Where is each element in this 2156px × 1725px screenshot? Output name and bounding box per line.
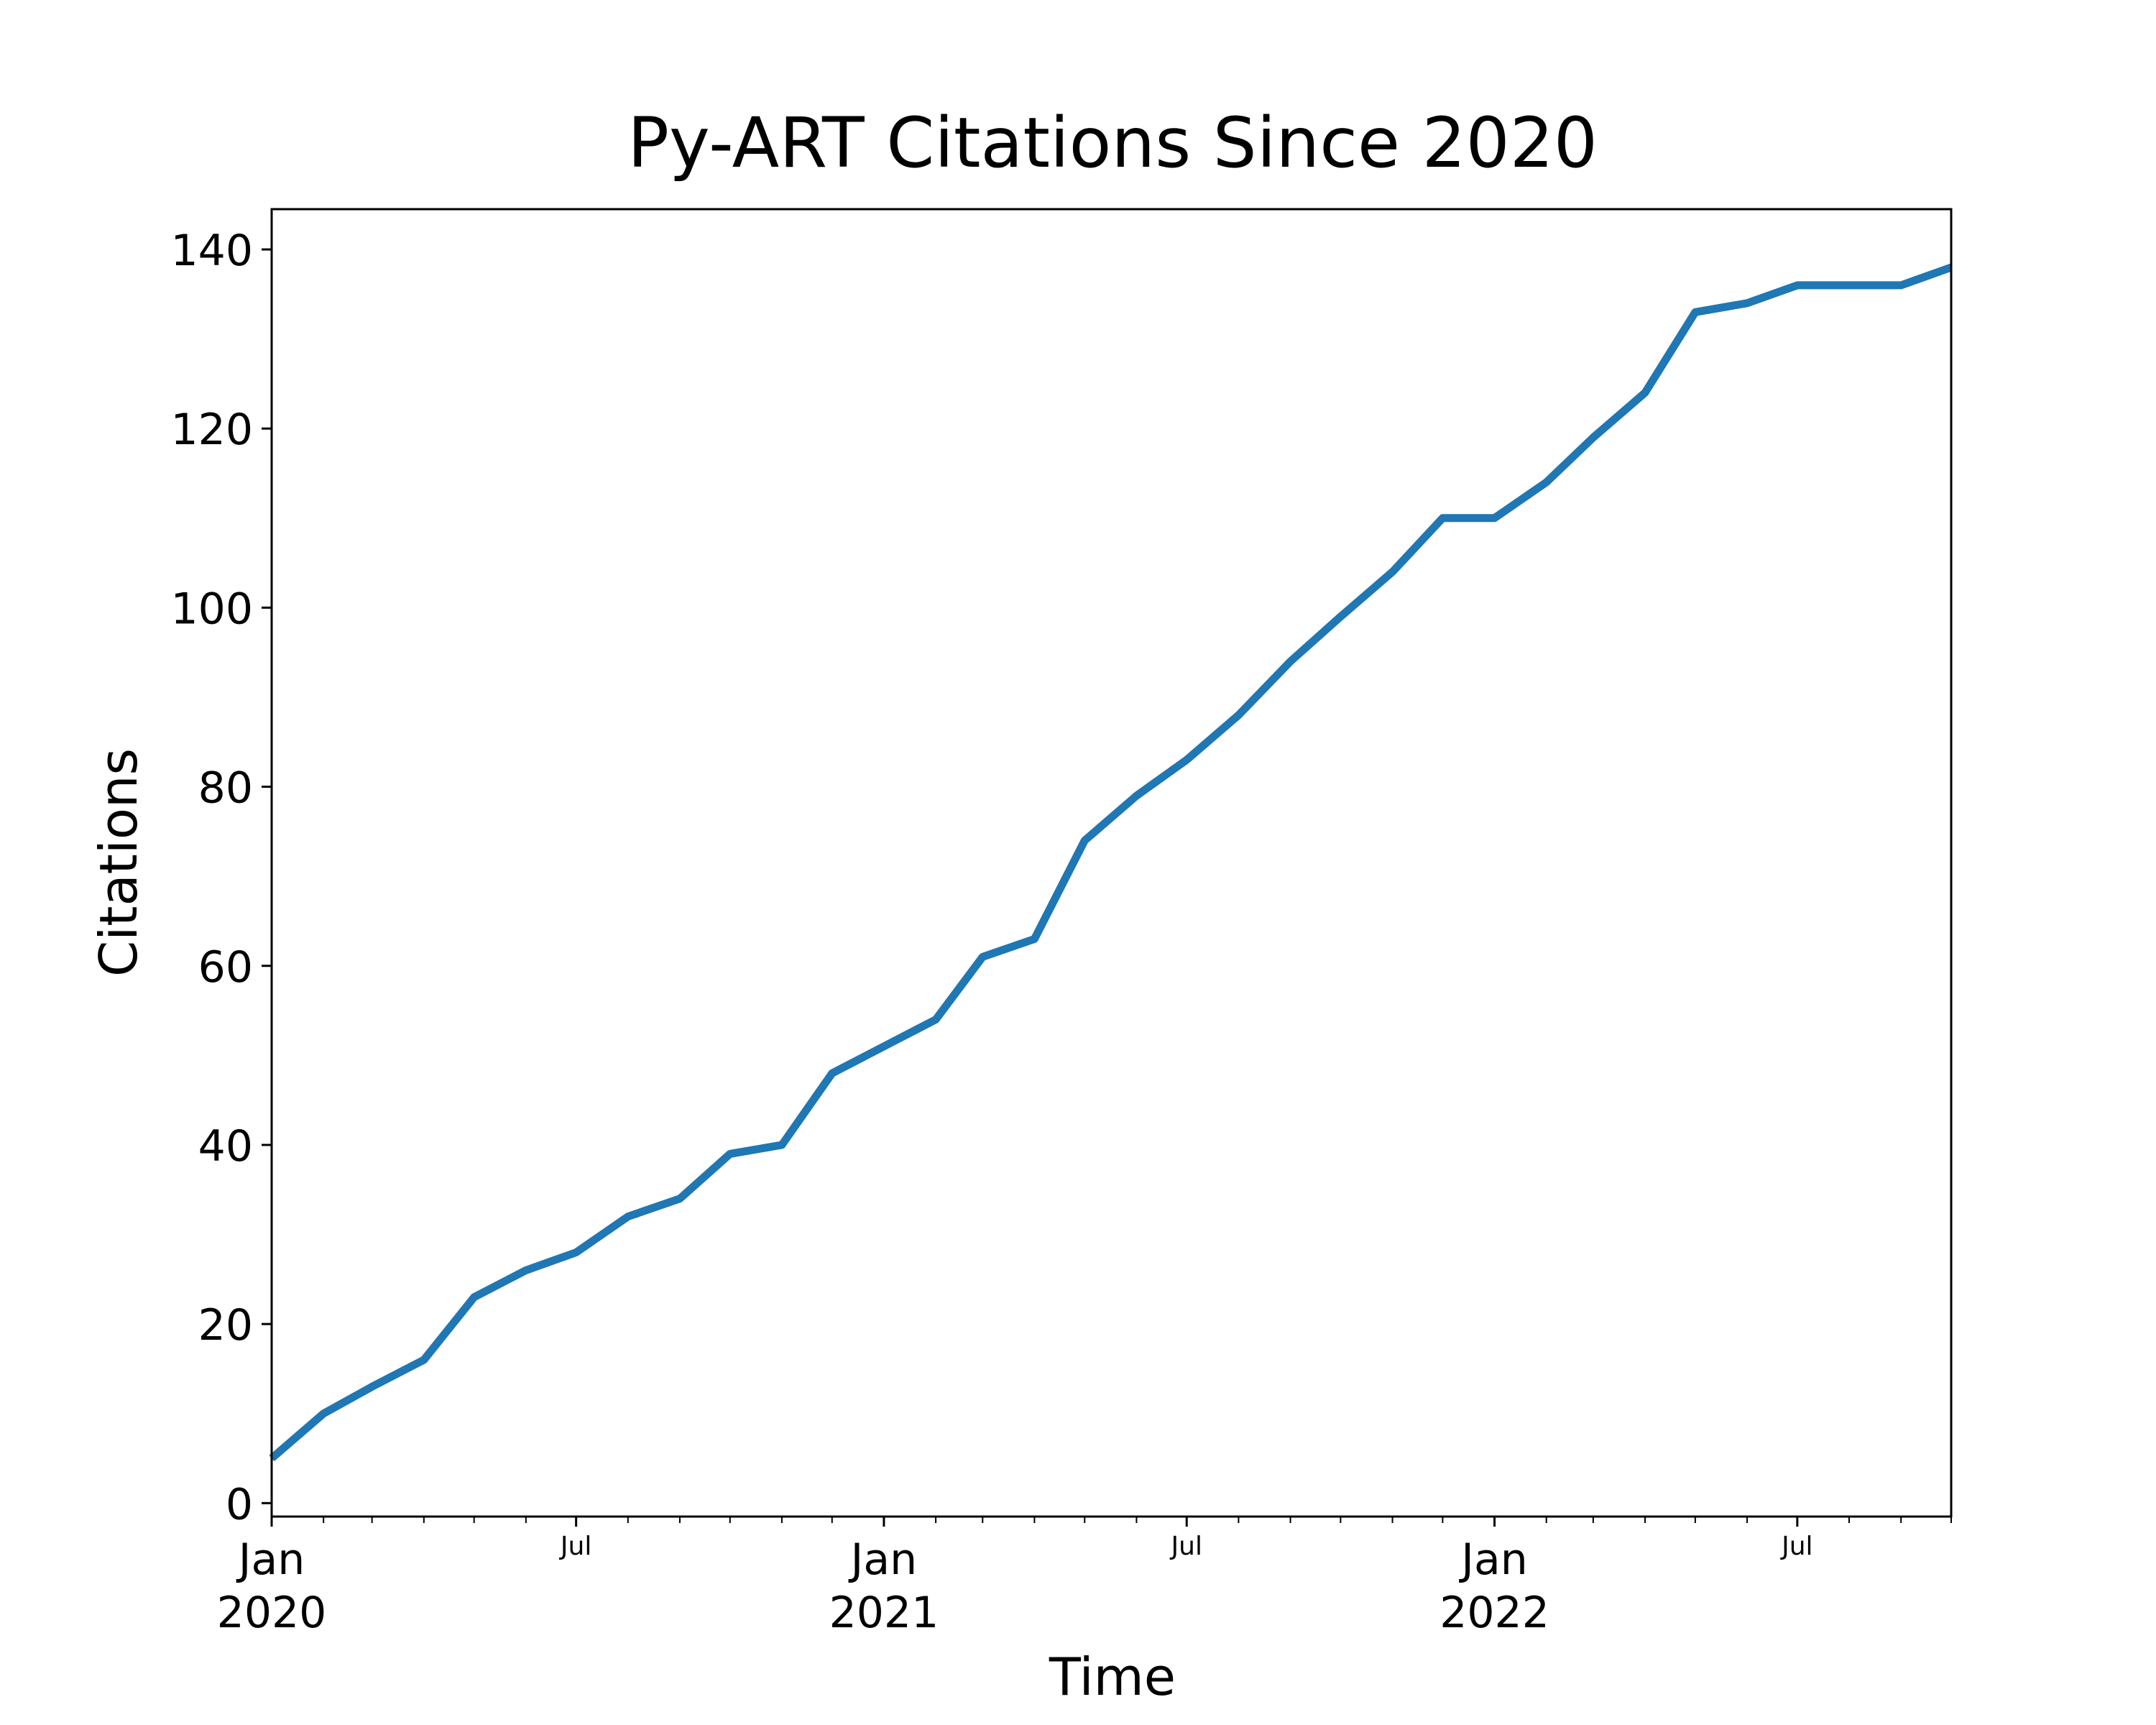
axes-frame [270,208,1953,1518]
x-tick-label-month: Jul [1170,1532,1202,1561]
y-tick-label: 0 [226,1479,253,1530]
x-tick-label-year: 2020 [217,1588,327,1638]
x-axis-label: Time [1049,1647,1176,1707]
x-tick-label-month: Jul [1780,1532,1812,1561]
y-tick-label: 80 [198,763,253,814]
y-tick-label: 140 [170,226,253,276]
y-axis-label: Citations [88,748,149,977]
x-tick-label-month: Jan [236,1535,305,1585]
y-axis-ticks: 0 20 40 60 80 100 120 140 [170,226,272,1530]
plot-area [269,263,1953,1462]
x-tick-label-month: Jul [559,1532,591,1561]
x-tick-label-year: 2022 [1439,1588,1549,1638]
y-tick-label: 100 [170,584,253,634]
x-tick-label-month: Jan [1458,1535,1528,1585]
x-tick-label-month: Jan [848,1535,918,1585]
series-line [269,263,1953,1462]
y-tick-label: 20 [198,1300,253,1351]
y-tick-label: 120 [170,405,253,455]
x-tick-label-year: 2021 [829,1588,939,1638]
y-tick-label: 60 [198,942,253,993]
y-tick-label: 40 [198,1121,253,1172]
chart-title: Py-ART Citations Since 2020 [627,103,1598,183]
